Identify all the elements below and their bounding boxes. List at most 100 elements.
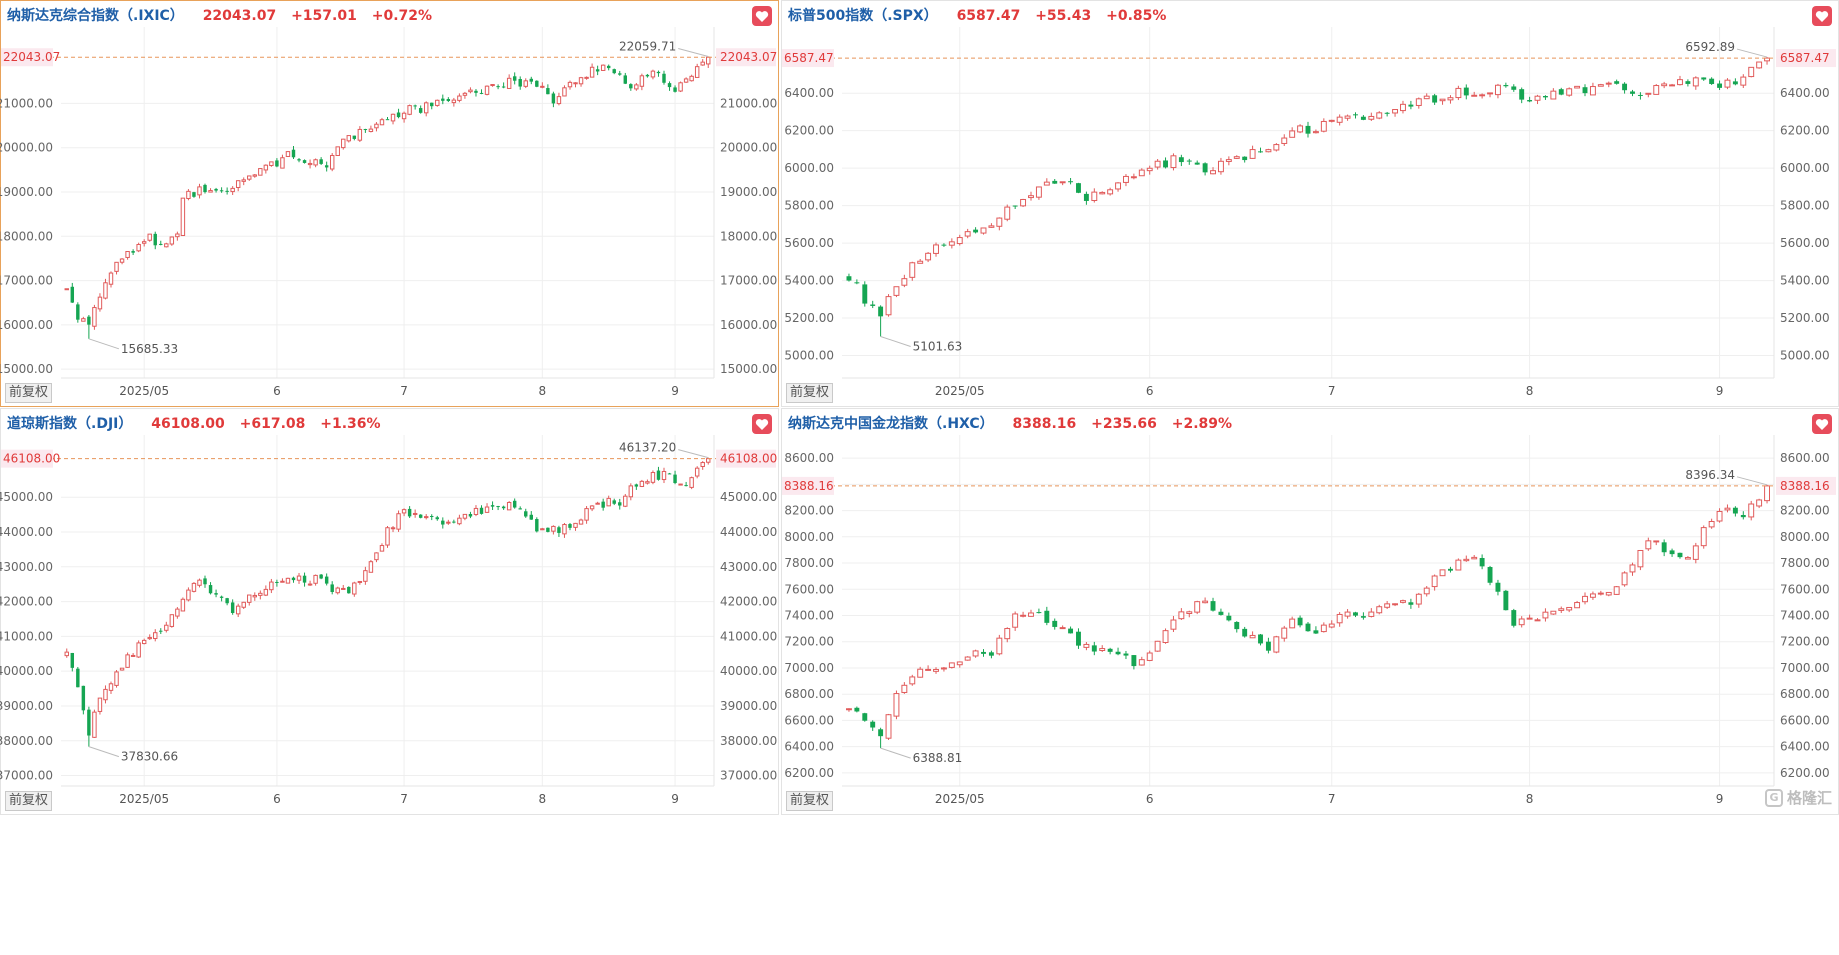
candle-body [235, 605, 241, 615]
candle-body [933, 668, 939, 672]
candles [846, 484, 1770, 749]
candle-body [1447, 97, 1454, 101]
candle-body [684, 485, 688, 487]
index-name[interactable]: 道琼斯指数（.DJI） [7, 416, 133, 432]
adjust-mode-button[interactable]: 前复权 [5, 383, 53, 403]
candle-body [1043, 181, 1050, 186]
price-tag-bg [782, 476, 834, 495]
candle-body [1233, 156, 1240, 159]
gelonghui-logo-icon: G [1764, 788, 1783, 807]
candle-body [457, 517, 462, 525]
favorite-heart-icon[interactable] [1812, 6, 1832, 26]
y-tick-label-left: 6000.00 [784, 161, 834, 175]
candle-body [1138, 659, 1145, 666]
candle-body [634, 484, 639, 487]
candle-body [423, 102, 429, 114]
candlestick-chart[interactable]: 6200.00 6200.00 6400.00 6400.00 6600.00 6600.… [782, 409, 1838, 814]
price-tag-text: 6587.47 [784, 51, 834, 65]
candle-body [612, 69, 616, 74]
index-name[interactable]: 纳斯达克综合指数（.IXIC） [7, 8, 184, 24]
candle-body [441, 98, 445, 101]
candle-body [159, 243, 163, 245]
x-tick-label: 8 [539, 792, 547, 806]
candle-body [1558, 608, 1565, 611]
candle-body [430, 102, 434, 107]
candle-body [97, 296, 103, 310]
candle-body [1273, 144, 1280, 151]
candle-body [462, 92, 468, 96]
candle-body [573, 522, 578, 528]
candle-body [1487, 567, 1493, 583]
candlestick-chart[interactable]: 5000.00 5000.00 5200.00 5200.00 5400.00 5400.… [782, 1, 1838, 406]
candle-body [1384, 112, 1390, 114]
y-tick-label-right: 21000.00 [720, 96, 777, 110]
candle-body [92, 711, 97, 738]
y-tick-label-right: 20000.00 [720, 141, 777, 155]
candle-body [540, 528, 545, 531]
candle-body [1368, 115, 1375, 120]
candle-body [1186, 160, 1192, 162]
candle-body [435, 99, 440, 106]
index-name[interactable]: 标普500指数（.SPX） [788, 8, 938, 24]
candle-body [285, 577, 291, 584]
favorite-heart-icon[interactable] [752, 6, 772, 26]
candle-body [1384, 603, 1391, 608]
candle-body [385, 527, 390, 546]
candle-body [667, 473, 672, 475]
candlestick-chart[interactable]: 37000.00 37000.00 38000.00 38000.00 39000.00… [0, 409, 778, 814]
index-name[interactable]: 纳斯达克中国金龙指数（.HXC） [788, 416, 994, 432]
candle-body [1035, 186, 1042, 198]
chart-panel-hxc: 纳斯达克中国金龙指数（.HXC） 8388.16 +235.66 +2.89% … [781, 408, 1839, 815]
candle-body [634, 84, 639, 90]
candle-body [1265, 149, 1272, 153]
candle-body [535, 519, 539, 532]
candle-body [1107, 648, 1113, 652]
candle-body [169, 236, 175, 245]
candle-body [307, 583, 313, 586]
candle-body [319, 159, 323, 164]
candle-body [396, 112, 401, 118]
favorite-heart-icon[interactable] [1812, 414, 1832, 434]
candle-body [363, 570, 368, 582]
candle-body [1146, 652, 1153, 661]
y-tick-label-left: 6200.00 [784, 124, 834, 138]
y-tick-label-left: 19000.00 [0, 185, 53, 199]
adjust-mode-button[interactable]: 前复权 [786, 383, 834, 403]
candle-body [97, 697, 103, 712]
candle-body [474, 90, 478, 93]
candle-body [1036, 612, 1042, 614]
candle-body [341, 138, 346, 149]
favorite-heart-icon[interactable] [752, 414, 772, 434]
candle-body [618, 502, 622, 506]
candle-body [1360, 616, 1366, 618]
candle-body [948, 241, 955, 246]
index-price: 22043.07 [202, 8, 277, 24]
candle-body [1154, 640, 1161, 652]
candle-body [412, 512, 418, 515]
candle-body [1020, 198, 1027, 207]
candle-body [379, 545, 385, 552]
candle-body [567, 81, 573, 88]
candle-body [214, 593, 218, 595]
adjust-mode-button[interactable]: 前复权 [786, 791, 834, 811]
candlestick-chart[interactable]: 15000.00 15000.00 16000.00 16000.00 17000.00… [0, 1, 778, 406]
candle-body [1487, 92, 1493, 95]
candle-body [1717, 83, 1723, 88]
candle-body [346, 135, 352, 142]
candle-body [186, 190, 191, 200]
candle-body [1107, 189, 1114, 195]
adjust-mode-button[interactable]: 前复权 [5, 791, 53, 811]
candle-body [335, 146, 340, 156]
candle-body [225, 598, 229, 604]
candle-body [70, 652, 75, 668]
candle-body [1684, 557, 1691, 560]
y-tick-label-left: 7000.00 [784, 661, 834, 675]
candle-body [324, 165, 329, 168]
y-tick-label-left: 42000.00 [0, 595, 53, 609]
y-tick-label-left: 8200.00 [784, 504, 834, 518]
candle-body [1724, 79, 1731, 88]
candle-body [1582, 87, 1588, 94]
candle-body [1479, 94, 1486, 97]
y-tick-label-left: 5000.00 [784, 349, 834, 363]
x-tick-label: 2025/05 [119, 792, 169, 806]
